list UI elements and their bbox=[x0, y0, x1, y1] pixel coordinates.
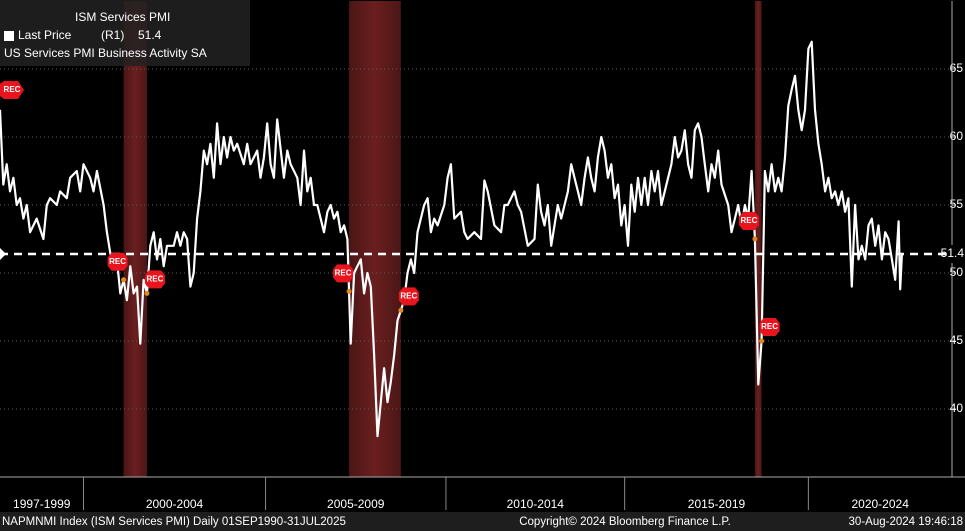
y-tick-label: 50 bbox=[950, 265, 964, 279]
rec-flag bbox=[0, 81, 24, 99]
footer-right: 30-Aug-2024 19:46:18 bbox=[849, 516, 963, 528]
recession-dot bbox=[121, 277, 127, 283]
rec-flag-label: REC bbox=[147, 275, 164, 284]
recession-dot bbox=[752, 236, 758, 242]
rec-flag bbox=[738, 212, 759, 230]
legend-box bbox=[0, 0, 250, 66]
legend-axis: (R1) bbox=[101, 28, 124, 42]
rec-flag-label: REC bbox=[4, 85, 21, 94]
rec-flag bbox=[759, 318, 780, 336]
rec-flag-label: REC bbox=[109, 257, 126, 266]
x-period-label: 2020-2024 bbox=[851, 497, 909, 511]
line bbox=[0, 40, 903, 438]
x-period-label: 2015-2019 bbox=[688, 497, 746, 511]
annotations: 51.4 REC REC REC REC REC REC REC bbox=[0, 81, 965, 344]
y-tick-label: 45 bbox=[950, 333, 964, 347]
recession-band bbox=[123, 1, 147, 477]
legend-swatch bbox=[4, 31, 14, 41]
y-tick-label: 40 bbox=[950, 401, 964, 415]
rec-flag-label: REC bbox=[335, 268, 352, 277]
recession-dot bbox=[759, 338, 765, 344]
x-period-label: 1997-1999 bbox=[13, 497, 71, 511]
legend-name: Last Price bbox=[18, 28, 72, 42]
left-marker bbox=[0, 247, 6, 260]
footer-center: Copyright© 2024 Bloomberg Finance L.P. bbox=[519, 516, 731, 528]
recession-dot bbox=[144, 290, 150, 296]
grid: 40 45 50 55 60 65 1997-1999 2000-2004 2005-2009 2… bbox=[0, 1, 965, 511]
x-period-label: 2005-2009 bbox=[327, 497, 385, 511]
rec-flag-label: REC bbox=[400, 292, 417, 301]
rec-flag bbox=[107, 252, 128, 271]
rec-flag bbox=[333, 264, 354, 283]
footer-left: NAPMNMI Index (ISM Services PMI) Daily 0… bbox=[2, 516, 346, 528]
recession-band bbox=[349, 1, 401, 477]
y-tick-label: 60 bbox=[950, 129, 964, 143]
x-period-label: 2010-2014 bbox=[507, 497, 565, 511]
last-price-label: 51.4 bbox=[941, 246, 965, 260]
recession-dot bbox=[398, 307, 404, 313]
y-tick-label: 65 bbox=[950, 61, 964, 75]
rec-flag bbox=[398, 287, 419, 306]
legend-value: 51.4 bbox=[138, 28, 162, 42]
rec-flag-label: REC bbox=[740, 216, 757, 225]
recession-dot bbox=[346, 288, 352, 294]
last-price-tag bbox=[948, 244, 965, 263]
x-period-label: 2000-2004 bbox=[146, 497, 204, 511]
chart-subtitle: US Services PMI Business Activity SA bbox=[4, 46, 207, 60]
rec-flag-label: REC bbox=[761, 322, 778, 331]
recession-band bbox=[754, 1, 762, 477]
rec-flag bbox=[144, 270, 165, 289]
series bbox=[0, 40, 952, 438]
chart-title: ISM Services PMI bbox=[75, 10, 170, 24]
footer-bar bbox=[0, 512, 965, 531]
y-tick-label: 55 bbox=[950, 197, 964, 211]
